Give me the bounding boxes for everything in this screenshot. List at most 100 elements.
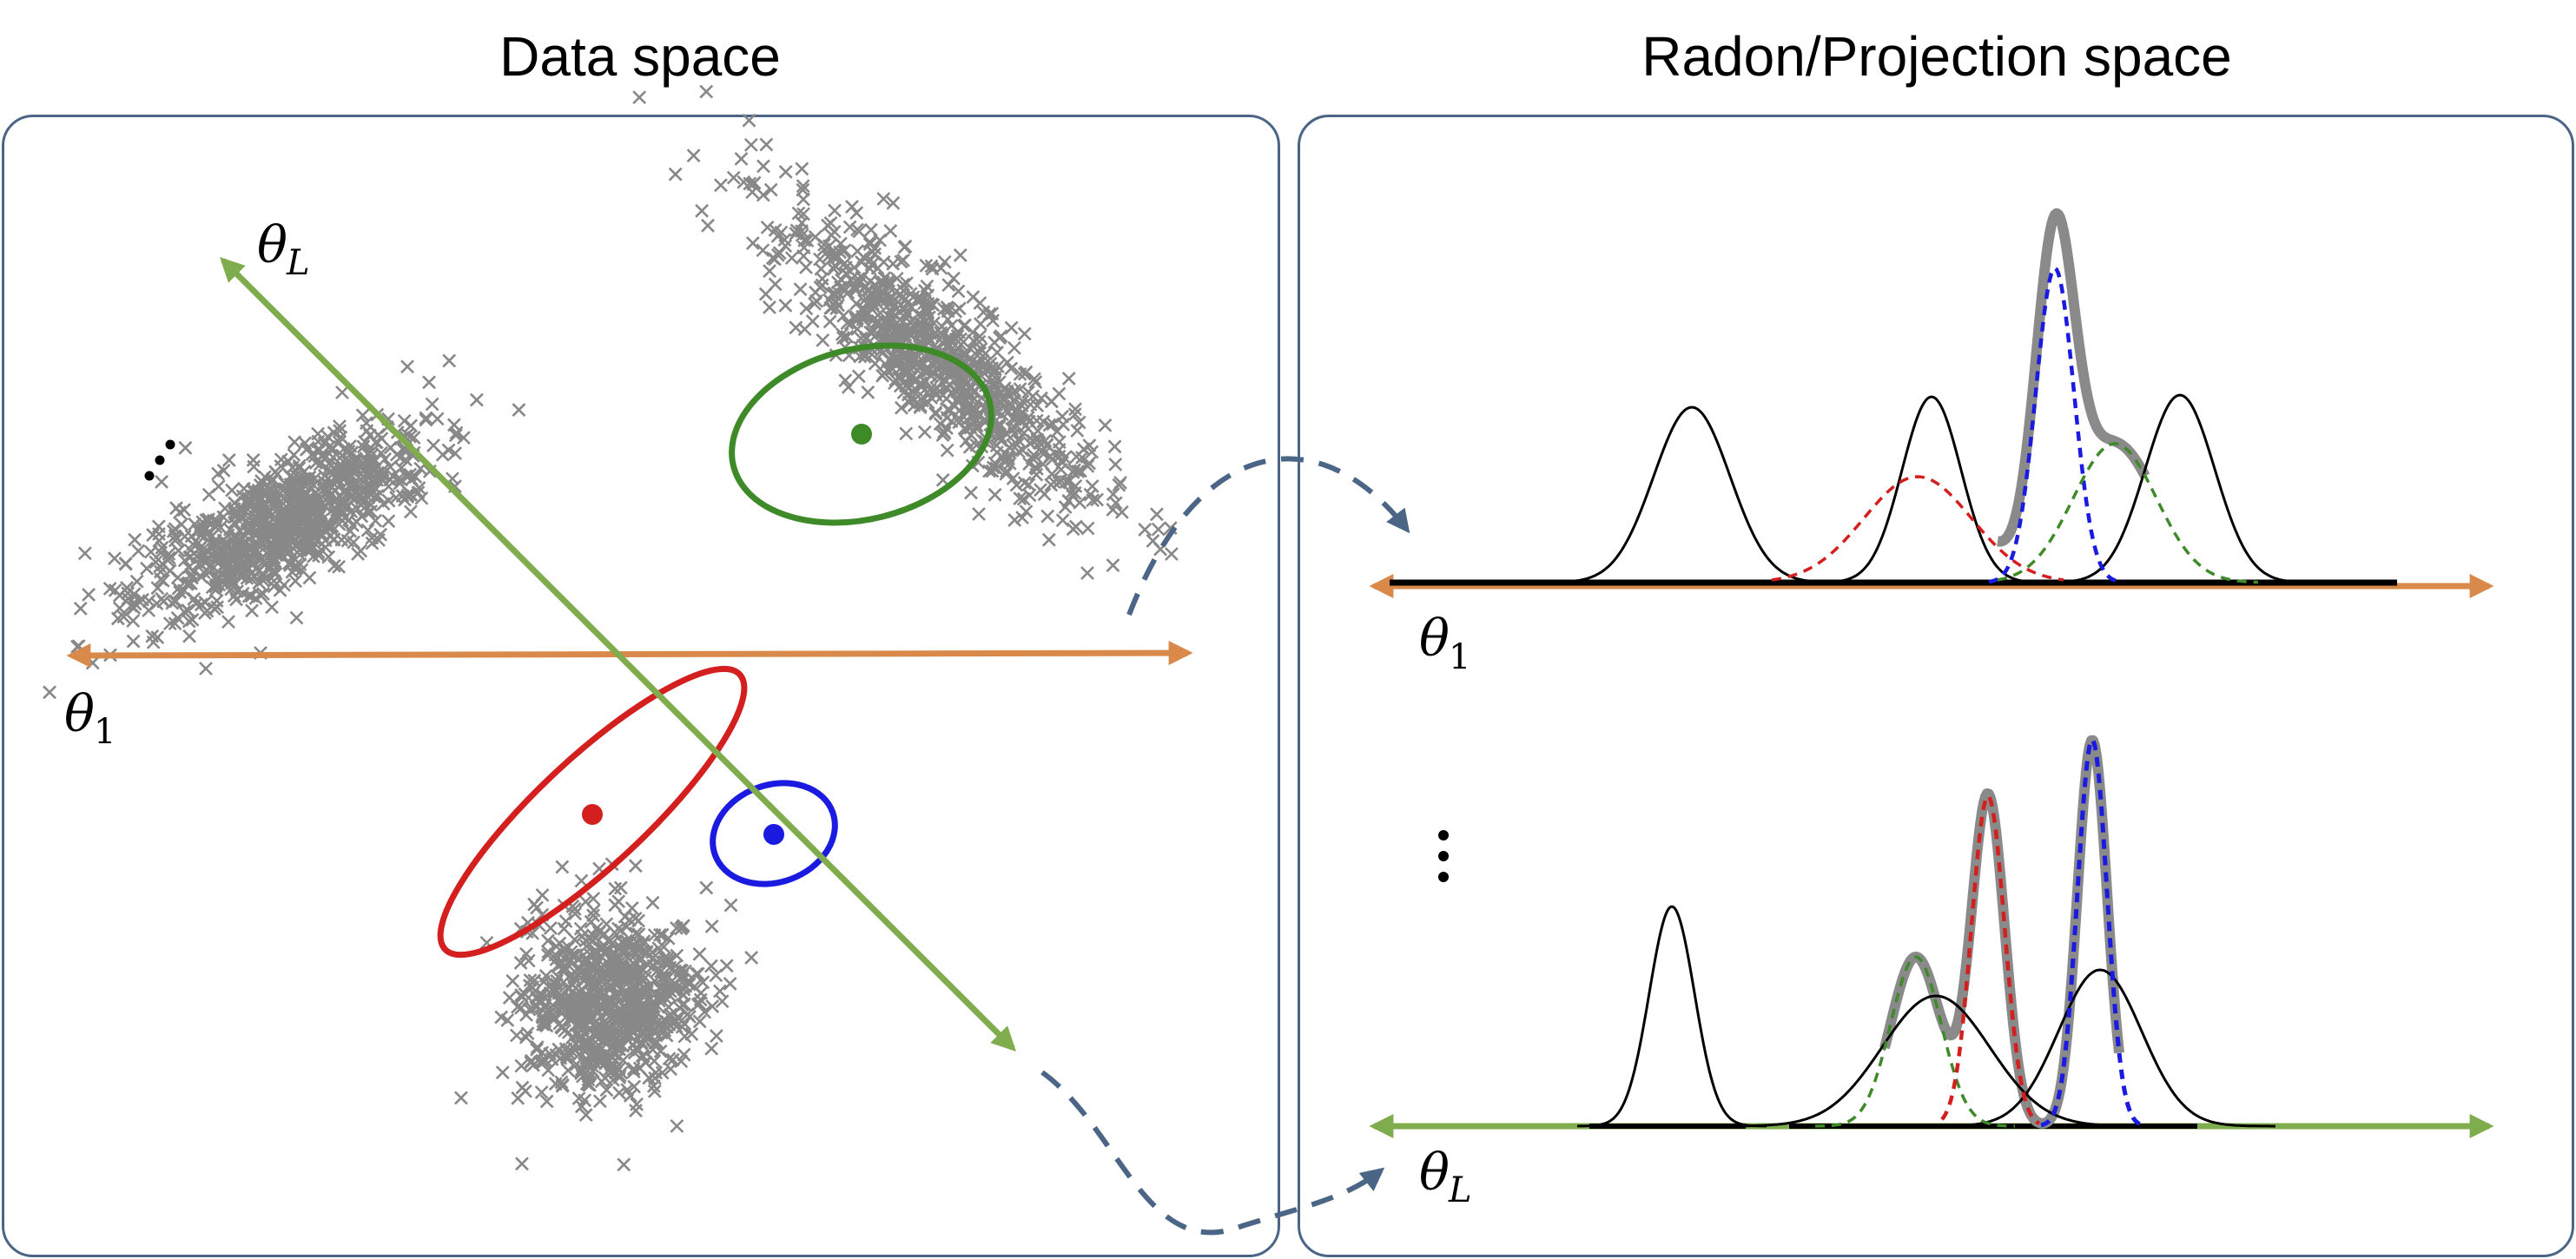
data-space-title: Data space: [499, 25, 781, 88]
data-point-marker: [1061, 493, 1076, 508]
data-point-marker: [704, 1041, 719, 1056]
data-point-marker: [419, 411, 433, 425]
data-point-marker: [1106, 558, 1120, 572]
data-point-marker: [225, 483, 239, 498]
data-point-marker: [928, 405, 943, 419]
data-point-marker: [1015, 511, 1029, 525]
data-point-marker: [789, 320, 803, 335]
data-point-marker: [851, 369, 866, 384]
data-point-marker: [1036, 457, 1051, 471]
data-point-marker: [723, 898, 738, 913]
data-point-marker: [154, 545, 168, 560]
point-cluster-bottom: [453, 857, 759, 1172]
data-point-marker: [1038, 433, 1053, 448]
data-point-marker: [142, 603, 156, 617]
data-point-marker: [512, 403, 526, 418]
data-point-marker: [958, 318, 973, 333]
svg-text:L: L: [286, 243, 310, 283]
data-point-marker: [182, 614, 196, 629]
data-point-marker: [149, 555, 163, 570]
data-point-marker: [1090, 492, 1105, 507]
data-point-marker: [1164, 547, 1179, 561]
data-point-marker: [655, 1065, 670, 1080]
data-point-marker: [799, 260, 813, 274]
data-point-marker: [647, 1084, 662, 1098]
data-point-marker: [126, 634, 141, 649]
data-point-marker: [695, 203, 710, 218]
data-point-marker: [195, 523, 210, 537]
data-point-marker: [211, 479, 226, 494]
data-point-marker: [822, 314, 837, 329]
data-point-marker: [796, 192, 810, 207]
data-point-marker: [1021, 478, 1036, 492]
red-component-density-theta-1: [1771, 475, 2064, 582]
data-point-marker: [756, 159, 770, 174]
data-point-marker: [1080, 458, 1095, 473]
data-point-marker: [894, 400, 908, 415]
data-point-marker: [453, 1091, 468, 1105]
data-point-marker: [744, 951, 759, 965]
data-point-marker: [131, 544, 146, 558]
data-point-marker: [188, 597, 203, 611]
data-point-marker: [796, 207, 810, 221]
data-point-marker: [592, 1094, 607, 1109]
data-point-marker: [763, 300, 776, 314]
data-point-marker: [701, 218, 715, 233]
data-density-curves-theta-l: [1576, 905, 2275, 1128]
data-point-marker: [288, 574, 303, 589]
data-point-marker: [1034, 391, 1048, 405]
data-point-marker: [85, 656, 100, 670]
data-point-marker: [403, 504, 418, 519]
green-component-density-theta-1: [1997, 442, 2259, 584]
data-point-marker: [664, 1062, 678, 1077]
data-point-marker: [952, 301, 967, 316]
data-point-marker: [692, 946, 707, 961]
data-point-marker: [102, 582, 117, 596]
data-point-marker: [827, 224, 842, 239]
data-point-marker: [796, 179, 810, 194]
data-point-marker: [173, 585, 188, 599]
data-point-marker: [861, 385, 875, 399]
data-point-marker: [1028, 460, 1043, 475]
data-point-marker: [763, 182, 778, 197]
data-point-marker: [1098, 418, 1113, 432]
data-point-marker: [155, 474, 168, 489]
data-point-marker: [795, 224, 809, 239]
data-point-marker: [784, 251, 799, 266]
data-point-marker: [1085, 479, 1100, 493]
data-point-marker: [70, 639, 84, 654]
theta-1-label-radon: θ 1: [1419, 609, 1470, 677]
continuation-dots-radon: [1438, 830, 1449, 882]
data-point-marker: [598, 1056, 612, 1071]
data-point-marker: [442, 353, 457, 368]
data-point-marker: [381, 514, 396, 529]
data-point-marker: [397, 413, 412, 428]
data-point-marker: [1034, 483, 1047, 498]
data-point-marker: [245, 603, 259, 618]
data-point-marker: [77, 546, 92, 561]
data-point-marker: [376, 497, 391, 511]
data-point-marker: [170, 570, 185, 585]
data-point-marker: [763, 264, 776, 279]
point-cluster-top-left: [43, 353, 526, 700]
data-point-marker: [1106, 487, 1120, 502]
data-point-marker: [538, 1053, 553, 1068]
data-point-marker: [140, 561, 154, 576]
data-point-marker: [1086, 493, 1100, 508]
data-point-marker: [699, 880, 714, 895]
red-component-density-theta-l: [1940, 794, 2041, 1125]
data-point-marker: [555, 860, 570, 874]
data-point-marker: [897, 240, 912, 254]
data-point-marker: [756, 188, 770, 202]
data-point-marker: [670, 1118, 684, 1133]
data-point-marker: [800, 234, 815, 248]
data-point-marker: [112, 588, 127, 603]
blue-component-density-theta-l: [2040, 738, 2146, 1128]
data-point-marker: [789, 223, 804, 238]
data-point-marker: [362, 428, 377, 443]
data-point-marker: [511, 1091, 525, 1105]
data-point-marker: [515, 1157, 529, 1171]
data-point-marker: [714, 178, 728, 193]
data-point-marker: [823, 215, 838, 230]
